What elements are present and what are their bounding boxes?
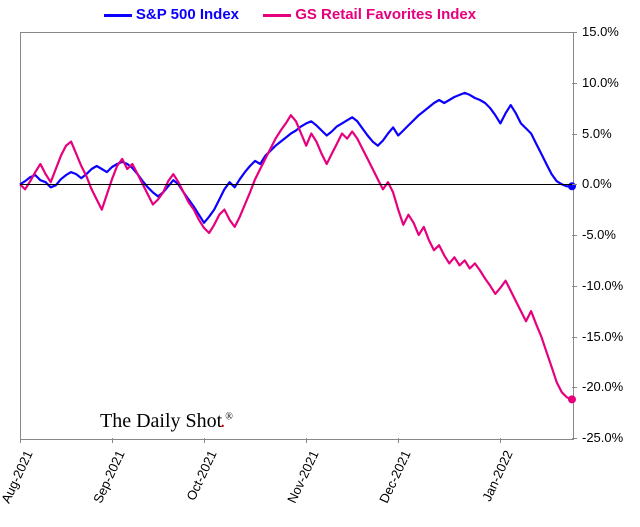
y-tick (572, 438, 577, 439)
chart-container: S&P 500 Index GS Retail Favorites Index … (0, 0, 640, 524)
y-tick (572, 337, 577, 338)
y-tick (572, 184, 577, 185)
y-tick-label: 0.0% (582, 176, 632, 191)
y-tick-label: -20.0% (582, 379, 632, 394)
watermark-text: The Daily Shot (100, 410, 222, 432)
y-tick (572, 134, 577, 135)
x-tick (398, 438, 399, 443)
x-tick (500, 438, 501, 443)
y-tick (572, 286, 577, 287)
series-end-marker (568, 395, 576, 403)
chart-svg (0, 0, 640, 524)
y-tick-label: 5.0% (582, 126, 632, 141)
y-tick (572, 83, 577, 84)
x-tick (306, 438, 307, 443)
y-tick-label: -5.0% (582, 227, 632, 242)
y-tick-label: -25.0% (582, 430, 632, 445)
watermark-reg: ® (225, 411, 233, 422)
y-tick (572, 32, 577, 33)
y-tick-label: -10.0% (582, 278, 632, 293)
zero-line (20, 184, 572, 185)
x-tick (204, 438, 205, 443)
y-tick-label: 10.0% (582, 75, 632, 90)
x-tick (20, 438, 21, 443)
x-tick (112, 438, 113, 443)
y-tick-label: 15.0% (582, 24, 632, 39)
watermark: The Daily Shot.® (100, 410, 233, 433)
series-line (20, 115, 572, 399)
y-tick-label: -15.0% (582, 329, 632, 344)
y-tick (572, 235, 577, 236)
y-tick (572, 387, 577, 388)
